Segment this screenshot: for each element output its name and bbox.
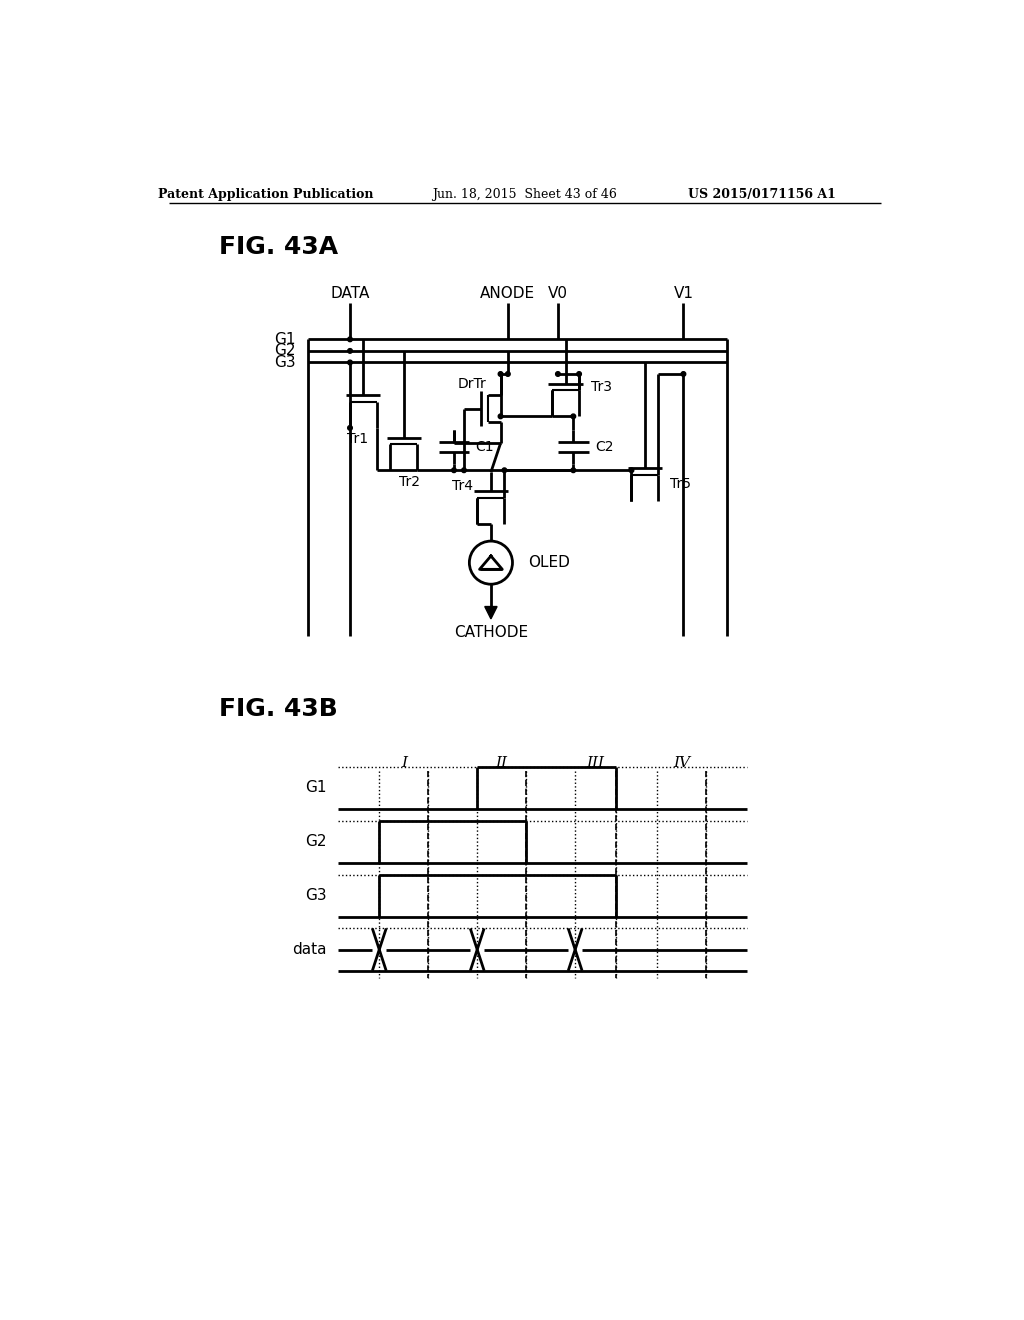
Text: US 2015/0171156 A1: US 2015/0171156 A1 (688, 187, 836, 201)
Text: C2: C2 (595, 440, 613, 454)
Polygon shape (484, 607, 497, 619)
Circle shape (499, 414, 503, 418)
Text: DrTr: DrTr (458, 376, 486, 391)
Text: FIG. 43A: FIG. 43A (219, 235, 338, 259)
Circle shape (452, 469, 457, 473)
Circle shape (577, 372, 582, 376)
Text: G1: G1 (305, 780, 327, 796)
Circle shape (348, 360, 352, 364)
Text: Tr2: Tr2 (399, 475, 420, 488)
Text: G2: G2 (305, 834, 327, 849)
Circle shape (556, 372, 560, 376)
Circle shape (348, 348, 352, 354)
Text: OLED: OLED (528, 556, 569, 570)
Text: G3: G3 (274, 355, 296, 370)
Circle shape (348, 337, 352, 342)
Text: Tr5: Tr5 (670, 477, 691, 491)
Circle shape (506, 372, 510, 376)
Circle shape (571, 469, 575, 473)
Circle shape (629, 469, 634, 473)
Text: G2: G2 (274, 343, 296, 359)
Text: II: II (496, 756, 508, 770)
Circle shape (681, 372, 686, 376)
Text: G1: G1 (274, 331, 296, 347)
Text: I: I (400, 756, 407, 770)
Text: FIG. 43B: FIG. 43B (219, 697, 338, 721)
Text: V0: V0 (548, 286, 568, 301)
Circle shape (502, 469, 507, 473)
Text: Jun. 18, 2015  Sheet 43 of 46: Jun. 18, 2015 Sheet 43 of 46 (432, 187, 617, 201)
Text: IV: IV (673, 756, 690, 770)
Circle shape (499, 372, 503, 376)
Text: C1: C1 (475, 440, 495, 454)
Circle shape (348, 425, 352, 430)
Text: V1: V1 (674, 286, 693, 301)
Text: III: III (587, 756, 604, 770)
Text: ANODE: ANODE (480, 286, 536, 301)
Text: CATHODE: CATHODE (454, 626, 528, 640)
Text: Tr1: Tr1 (347, 433, 368, 446)
Circle shape (462, 469, 466, 473)
Text: data: data (293, 942, 327, 957)
Text: Patent Application Publication: Patent Application Publication (158, 187, 373, 201)
Circle shape (571, 414, 575, 418)
Text: G3: G3 (305, 888, 327, 903)
Text: Tr3: Tr3 (591, 380, 611, 395)
Text: DATA: DATA (331, 286, 370, 301)
Text: Tr4: Tr4 (452, 479, 472, 492)
